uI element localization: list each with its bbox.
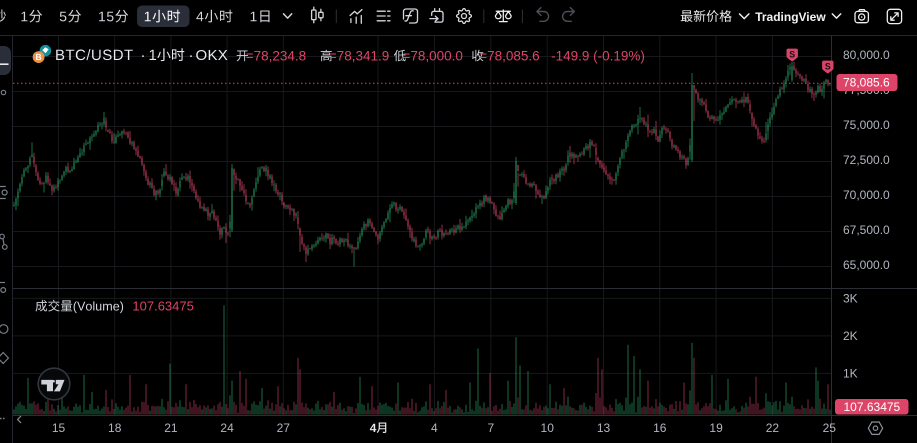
svg-text:3K: 3K <box>843 291 858 305</box>
svg-text:67,500.0: 67,500.0 <box>843 223 890 237</box>
svg-text:78,085.6: 78,085.6 <box>843 76 890 90</box>
svg-text:·: · <box>189 47 194 64</box>
svg-text:B: B <box>36 52 42 62</box>
svg-text:27: 27 <box>277 421 291 435</box>
svg-text:19: 19 <box>709 421 723 435</box>
svg-text:7: 7 <box>487 421 494 435</box>
svg-text:70,000.0: 70,000.0 <box>843 188 890 202</box>
svg-text:25: 25 <box>823 421 837 435</box>
svg-text:TradingView: TradingView <box>755 10 826 24</box>
svg-text:65,000.0: 65,000.0 <box>843 258 890 272</box>
svg-text:16: 16 <box>653 421 667 435</box>
svg-text:·: · <box>141 47 146 64</box>
svg-text:21: 21 <box>164 421 178 435</box>
svg-text:18: 18 <box>108 421 122 435</box>
svg-text:15: 15 <box>52 421 66 435</box>
svg-text:13: 13 <box>597 421 611 435</box>
svg-text:=78,000.0: =78,000.0 <box>403 48 463 63</box>
svg-text:80,000.0: 80,000.0 <box>843 48 890 62</box>
svg-text:-149.9 (-0.19%): -149.9 (-0.19%) <box>551 48 645 63</box>
svg-text:=78,341.9: =78,341.9 <box>329 48 389 63</box>
svg-text:75,000.0: 75,000.0 <box>843 118 890 132</box>
svg-text:S: S <box>789 50 795 60</box>
svg-text:107.63475: 107.63475 <box>132 299 193 314</box>
svg-text:1K: 1K <box>843 366 858 380</box>
svg-text:4: 4 <box>431 421 438 435</box>
svg-text:=78,085.6: =78,085.6 <box>479 48 539 63</box>
svg-text:107.63475: 107.63475 <box>844 400 901 414</box>
svg-text:OKX: OKX <box>196 47 229 64</box>
svg-text:=78,234.8: =78,234.8 <box>246 48 306 63</box>
svg-text:2K: 2K <box>843 329 858 343</box>
svg-text:10: 10 <box>541 421 555 435</box>
svg-text:S: S <box>825 62 831 72</box>
svg-text:24: 24 <box>220 421 234 435</box>
svg-text:72,500.0: 72,500.0 <box>843 153 890 167</box>
svg-text:22: 22 <box>766 421 780 435</box>
